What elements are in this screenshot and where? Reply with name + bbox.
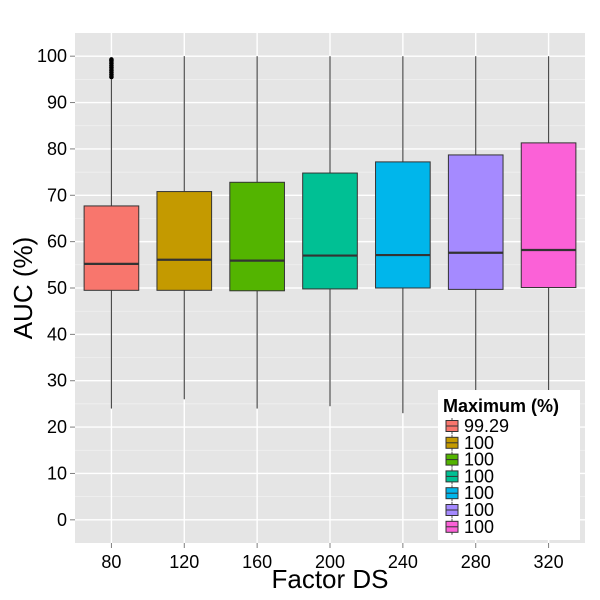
box-280	[447, 56, 504, 390]
box-iqr	[302, 172, 358, 290]
x-tick-label: 240	[388, 552, 418, 572]
box-iqr	[83, 205, 140, 291]
box-200	[302, 56, 358, 407]
legend-title: Maximum (%)	[443, 396, 559, 416]
y-tick-label: 20	[47, 417, 67, 437]
y-tick-label: 70	[47, 185, 67, 205]
y-tick-label: 40	[47, 324, 67, 344]
x-tick-label: 80	[101, 552, 121, 572]
legend-entry: 100	[445, 466, 494, 486]
x-tick-label: 160	[242, 552, 272, 572]
legend-entry: 100	[445, 517, 494, 537]
box-iqr	[156, 191, 213, 291]
legend-label: 100	[464, 500, 494, 520]
y-tick-label: 100	[37, 46, 67, 66]
x-tick-label: 120	[169, 552, 199, 572]
box-80	[83, 57, 140, 409]
legend-entry: 99.29	[445, 416, 509, 436]
x-tick-label: 200	[315, 552, 345, 572]
box-160	[229, 56, 285, 409]
legend-entry: 100	[445, 483, 494, 503]
y-tick-label: 60	[47, 232, 67, 252]
legend-entry: 100	[445, 450, 494, 470]
y-tick-label: 80	[47, 139, 67, 159]
y-tick-label: 30	[47, 371, 67, 391]
legend-label: 100	[464, 466, 494, 486]
y-tick-label: 10	[47, 463, 67, 483]
legend-label: 100	[464, 483, 494, 503]
box-iqr	[447, 154, 504, 290]
box-iqr	[520, 142, 577, 289]
y-tick-label: 90	[47, 93, 67, 113]
y-axis-title: AUC (%)	[8, 237, 38, 340]
legend-label: 100	[464, 433, 494, 453]
box-iqr	[375, 161, 431, 289]
legend-label: 100	[464, 450, 494, 470]
box-320	[520, 56, 577, 390]
x-axis-title: Factor DS	[271, 564, 388, 594]
y-tick-label: 0	[57, 510, 67, 530]
x-tick-label: 280	[461, 552, 491, 572]
legend-entry: 100	[445, 433, 494, 453]
legend-label: 100	[464, 517, 494, 537]
box-240	[375, 56, 431, 414]
legend-label: 99.29	[464, 416, 509, 436]
y-tick-label: 50	[47, 278, 67, 298]
x-tick-label: 320	[534, 552, 564, 572]
box-iqr	[229, 181, 285, 292]
legend-box	[438, 390, 580, 540]
outlier-point	[109, 57, 114, 62]
legend-entry: 100	[445, 500, 494, 520]
box-120	[156, 56, 213, 400]
